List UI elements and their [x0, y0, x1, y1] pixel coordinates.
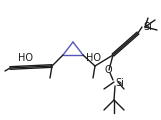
Text: HO: HO	[86, 53, 101, 63]
Text: O: O	[104, 65, 112, 75]
Text: Si: Si	[143, 22, 152, 32]
Text: HO: HO	[18, 53, 33, 63]
Text: Si: Si	[115, 78, 124, 88]
